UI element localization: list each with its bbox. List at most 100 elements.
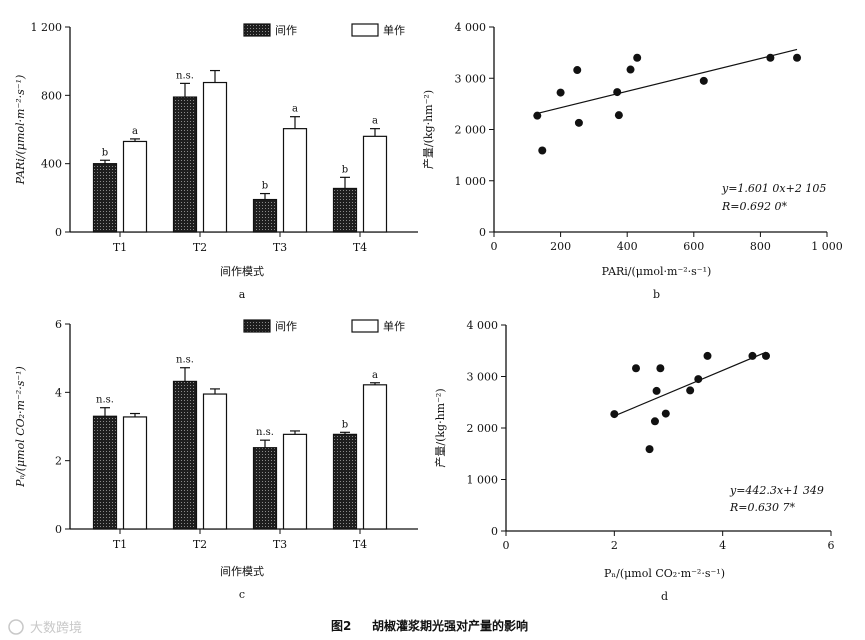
data-point: [661, 409, 670, 418]
correlation-coefficient: R=0.630 7*: [729, 501, 795, 514]
bar-monocrop-t3: [282, 128, 308, 233]
data-point: [573, 66, 582, 75]
data-point: [610, 410, 619, 419]
data-point: [699, 76, 708, 85]
data-point: [633, 53, 642, 62]
bar-monocrop-t1: [122, 416, 148, 530]
panel-letter: a: [239, 288, 246, 301]
x-tick-label: T1: [113, 538, 127, 551]
significance-label: a: [372, 116, 378, 127]
bar-monocrop-t1: [122, 140, 148, 233]
y-tick-label: 1 200: [31, 21, 63, 34]
bar-intercrop-t1: [92, 415, 118, 530]
data-point: [703, 351, 712, 360]
regression-line: [537, 48, 798, 115]
data-point: [626, 65, 635, 74]
y-tick-label: 6: [55, 318, 62, 331]
data-point: [650, 417, 659, 426]
data-point: [762, 351, 770, 360]
regression-equation: y=1.601 0x+2 105: [721, 182, 826, 195]
y-axis-label: 产量/(kg·hm⁻²): [433, 388, 447, 467]
data-point: [656, 364, 665, 373]
y-tick-label: 400: [41, 158, 62, 171]
significance-label: n.s.: [96, 395, 114, 406]
x-axis-label: PARi/(μmol·m⁻²·s⁻¹): [602, 265, 712, 278]
x-tick-label: 800: [750, 240, 771, 253]
y-tick-label: 2 000: [455, 124, 487, 137]
y-tick-label: 2: [55, 455, 62, 468]
bar-monocrop-t4: [362, 384, 388, 530]
significance-label: b: [262, 181, 268, 192]
x-axis-label: Pₙ/(μmol CO₂·m⁻²·s⁻¹): [604, 567, 725, 580]
legend-swatch-monocrop: [351, 319, 379, 333]
x-axis-label: 间作模式: [220, 565, 264, 578]
y-axis-label: Pₙ/(μmol CO₂·m⁻²·s⁻¹): [14, 366, 27, 488]
x-tick-label: T4: [353, 241, 367, 254]
x-tick-label: 400: [617, 240, 638, 253]
x-tick-label: T1: [113, 241, 127, 254]
x-tick-label: 4: [719, 539, 726, 552]
legend-swatch-intercrop: [243, 23, 271, 37]
legend-swatch-intercrop: [243, 319, 271, 333]
data-point: [574, 118, 583, 127]
y-axis-label: PARi/(μmol·m⁻²·s⁻¹): [14, 75, 27, 186]
x-tick-label: 0: [491, 240, 498, 253]
watermark-text: 大数跨境: [30, 621, 82, 636]
regression-line: [614, 351, 767, 417]
panel-letter: d: [661, 590, 668, 603]
y-tick-label: 4: [55, 386, 62, 399]
significance-label: a: [132, 126, 138, 137]
figure-caption: 胡椒灌浆期光强对产量的影响: [372, 618, 528, 633]
data-point: [686, 386, 695, 395]
figure-number: 图2: [331, 619, 351, 633]
data-point: [613, 88, 622, 97]
data-point: [694, 375, 703, 384]
significance-label: b: [342, 419, 348, 430]
bar-intercrop-t4: [332, 433, 358, 530]
bar-intercrop-t4: [332, 187, 358, 233]
data-point: [645, 445, 654, 454]
watermark: 大数跨境: [8, 619, 82, 636]
data-point: [538, 146, 547, 155]
bar-intercrop-t3: [252, 198, 278, 233]
bar-monocrop-t2: [202, 393, 228, 530]
bar-intercrop-t1: [92, 163, 118, 233]
y-tick-label: 0: [491, 525, 498, 538]
panel-d-scatter-plot: 0 1 000 2 000 3 000 4 000 0 2 4 6 y=442.3x+1 349 R…: [433, 319, 835, 603]
bar-intercrop-t2: [172, 96, 198, 233]
data-point: [614, 111, 623, 120]
x-tick-label: T4: [353, 538, 367, 551]
y-tick-label: 4 000: [455, 21, 487, 34]
x-tick-label: 1 000: [811, 240, 843, 253]
panel-letter: c: [239, 588, 245, 601]
significance-label: b: [342, 164, 348, 175]
data-point: [632, 364, 640, 373]
legend-swatch-monocrop: [351, 23, 379, 37]
data-point: [533, 111, 542, 120]
x-tick-label: 600: [683, 240, 704, 253]
panel-c-bar-chart: 0 2 4 6 n.s. T1 n.s. T2 n.s. T3 b a T4 间作 单作 Pₙ/(μmol C…: [14, 318, 418, 601]
data-point: [793, 53, 802, 62]
y-tick-label: 0: [479, 226, 486, 239]
x-tick-label: 2: [611, 539, 618, 552]
legend-label-intercrop: 间作: [275, 320, 297, 333]
data-point: [556, 88, 565, 97]
panel-a-bar-chart: 0 400 800 1 200 b a T1 n.s. T2 b a T3 b a T4 间作 单作 PARi/(…: [14, 21, 418, 301]
significance-label: n.s.: [256, 427, 274, 438]
data-point: [766, 53, 775, 62]
significance-label: b: [102, 147, 108, 158]
bar-monocrop-t4: [362, 135, 388, 233]
y-tick-label: 0: [55, 523, 62, 536]
data-point: [652, 386, 661, 395]
bar-intercrop-t2: [172, 380, 198, 530]
significance-label: a: [372, 370, 378, 381]
bar-monocrop-t2: [202, 81, 228, 233]
legend-label-monocrop: 单作: [383, 24, 405, 37]
legend-label-monocrop: 单作: [383, 320, 405, 333]
y-tick-label: 800: [41, 89, 62, 102]
y-tick-label: 0: [55, 226, 62, 239]
x-tick-label: T3: [273, 241, 287, 254]
x-axis-label: 间作模式: [220, 265, 264, 278]
y-tick-label: 2 000: [467, 422, 499, 435]
